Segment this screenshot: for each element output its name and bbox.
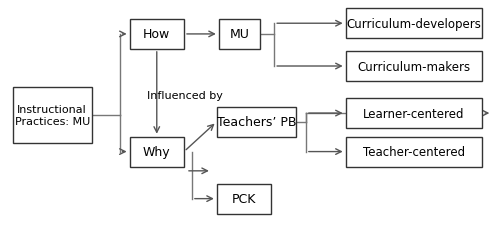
Bar (346, 137, 482, 167)
Text: Why: Why (143, 145, 171, 158)
Text: Teacher-centered: Teacher-centered (363, 145, 465, 158)
Bar (130, 20, 184, 50)
Bar (218, 20, 260, 50)
Text: Influenced by: Influenced by (148, 90, 223, 100)
Bar (216, 184, 271, 214)
Bar (130, 137, 184, 167)
Text: How: How (143, 28, 171, 41)
Text: Instructional
Practices: MU: Instructional Practices: MU (14, 105, 90, 126)
Bar (346, 99, 482, 128)
Bar (346, 52, 482, 82)
Text: Curriculum-developers: Curriculum-developers (346, 18, 482, 31)
Bar (216, 107, 296, 137)
Text: Curriculum-makers: Curriculum-makers (358, 60, 470, 73)
Text: PCK: PCK (232, 192, 256, 205)
Bar (12, 88, 92, 143)
Text: MU: MU (230, 28, 250, 41)
Text: Learner-centered: Learner-centered (363, 107, 464, 120)
Bar (346, 9, 482, 39)
Text: Teachers’ PB: Teachers’ PB (216, 116, 296, 128)
